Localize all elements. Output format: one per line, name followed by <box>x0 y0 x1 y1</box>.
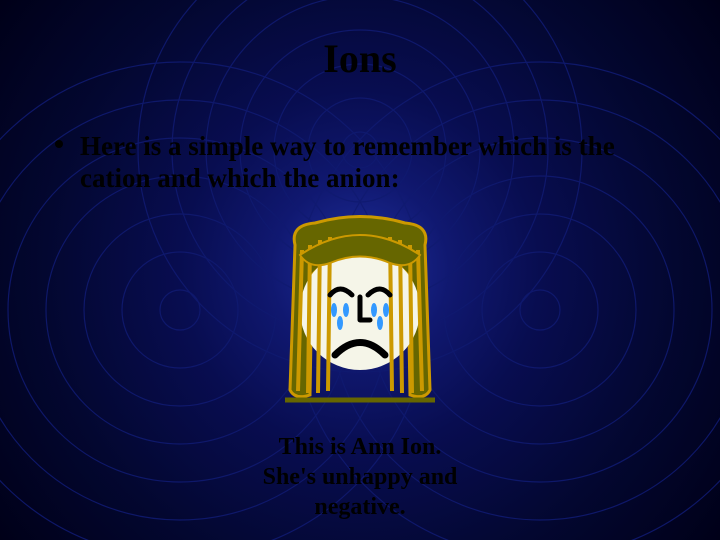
slide: Ions Here is a simple way to remember wh… <box>0 0 720 540</box>
slide-title: Ions <box>0 35 720 82</box>
bullet-dot-icon <box>55 140 63 148</box>
bullet-item: Here is a simple way to remember which i… <box>55 130 655 195</box>
caption-line-3: negative. <box>0 492 720 522</box>
bullet-text: Here is a simple way to remember which i… <box>80 130 655 195</box>
caption-block: This is Ann Ion. She's unhappy and negat… <box>0 432 720 522</box>
caption-line-1: This is Ann Ion. <box>0 432 720 462</box>
tear <box>331 303 337 317</box>
tear <box>377 316 383 330</box>
tear <box>343 303 349 317</box>
tear <box>337 316 343 330</box>
tear <box>371 303 377 317</box>
caption-line-2: She's unhappy and <box>0 462 720 492</box>
crying-face-clipart <box>260 215 460 415</box>
tear <box>383 303 389 317</box>
